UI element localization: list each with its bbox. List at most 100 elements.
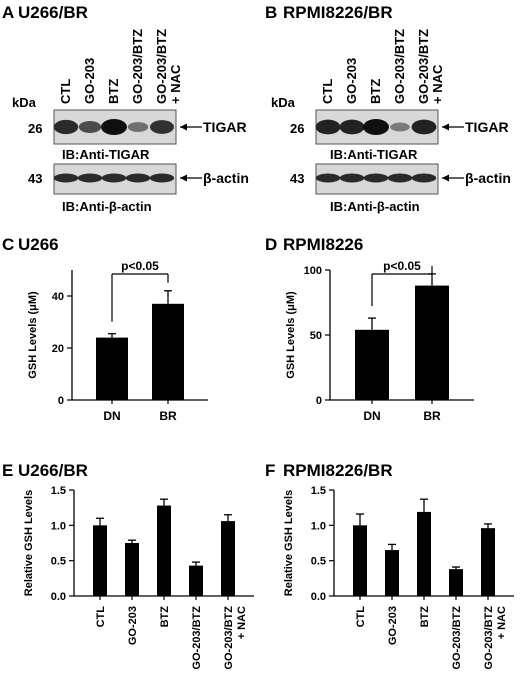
- blot-b-actin-arrowhead: [442, 174, 449, 182]
- blot-a-actin-band-0: [53, 173, 79, 183]
- blot-b-tigar-band-1: [339, 119, 365, 135]
- y-tick-label-d-1: 50: [310, 330, 322, 342]
- blot-b-actin-band-1: [339, 173, 365, 183]
- lane-labels-b: CTL GO-203 BTZ GO-203/BTZ GO-203/BTZ + NAC: [320, 29, 445, 104]
- lane-label-b-2: BTZ: [368, 79, 383, 104]
- blot-a-tigar-band-0: [53, 119, 79, 135]
- chart-d: 0 50 100 GSH Levels (μM) DN BR p<0.05: [285, 259, 474, 423]
- x-tick-label-c-1: BR: [159, 409, 177, 423]
- blot-b-tigar-band-2: [363, 119, 389, 135]
- y-tick-label-c-2: 40: [52, 291, 64, 303]
- bar-f-0: [353, 525, 367, 596]
- bar-d-0: [355, 329, 389, 400]
- lane-label-a-2: BTZ: [106, 79, 121, 104]
- bar-e-0: [93, 525, 107, 596]
- blot-b-actin-ib: IB:Anti-β-actin: [330, 199, 420, 214]
- x-tick-label-e-1: GO-203: [127, 606, 139, 645]
- blot-b-tigar-bands: [315, 119, 437, 135]
- y-tick-label-f-1: 0.5: [311, 556, 326, 568]
- blot-b-actin-marker: 43: [290, 171, 304, 186]
- y-tick-label-c-1: 20: [52, 343, 64, 355]
- kda-label-a: kDa: [12, 95, 37, 110]
- lane-label-b-0: CTL: [320, 79, 335, 104]
- x-tick-label-f-4: GO-203/BTZ: [483, 606, 495, 670]
- blot-b-tigar-band-0: [315, 119, 341, 135]
- lane-label-a-1: GO-203: [82, 58, 97, 104]
- blot-a-actin-band-2: [101, 173, 127, 183]
- lane-label-b-1: GO-203: [344, 58, 359, 104]
- blot-b-tigar-band-3: [390, 122, 410, 132]
- panel-title-d: RPMI8226: [283, 235, 363, 254]
- blot-a-tigar-marker: 26: [28, 121, 42, 136]
- panel-letter-b: B: [265, 3, 277, 22]
- blot-b-actin-band-3: [387, 173, 413, 183]
- x-tick-label-c-0: DN: [103, 409, 120, 423]
- blot-b-actin-label: β-actin: [465, 170, 511, 186]
- y-axis-label-c: GSH Levels (μM): [27, 291, 39, 379]
- blot-a-actin-band-1: [77, 173, 103, 183]
- blot-b-tigar-marker: 26: [290, 121, 304, 136]
- panel-title-a: U266/BR: [18, 3, 88, 22]
- y-tick-label-f-2: 1.0: [311, 520, 326, 532]
- sig-label-d: p<0.05: [383, 259, 421, 273]
- bar-e-2: [157, 505, 171, 596]
- y-tick-label-c-0: 0: [58, 395, 64, 407]
- x-tick-label-e-4: GO-203/BTZ: [223, 606, 235, 670]
- blot-a-actin-bands: [53, 173, 175, 183]
- bar-d-1: [415, 285, 449, 400]
- lane-labels-a: CTL GO-203 BTZ GO-203/BTZ GO-203/BTZ + NAC: [58, 29, 183, 104]
- blot-b-actin-band-2: [363, 173, 389, 183]
- y-axis-label-d: GSH Levels (μM): [285, 291, 297, 379]
- blot-a-actin-ib: IB:Anti-β-actin: [62, 199, 152, 214]
- y-tick-label-e-0: 0.0: [51, 591, 66, 603]
- blot-b-tigar-ib: IB:Anti-TIGAR: [330, 147, 418, 162]
- panel-letter-f: F: [265, 461, 275, 480]
- blot-a-actin-label: β-actin: [203, 170, 249, 186]
- bar-f-2: [417, 511, 431, 596]
- blot-b-actin-band-4: [411, 173, 437, 183]
- blot-a-tigar-label: TIGAR: [203, 119, 247, 135]
- blot-a-tigar-band-4: [150, 120, 174, 134]
- y-tick-label-f-3: 1.5: [311, 485, 326, 497]
- panel-letter-a: A: [2, 3, 14, 22]
- x-tick-label-e-0: CTL: [95, 606, 107, 628]
- panel-letter-e: E: [2, 461, 13, 480]
- x-tick-label-e-3: GO-203/BTZ: [191, 606, 203, 670]
- blot-a-actin-band-4: [149, 173, 175, 183]
- blot-b-actin-bands: [315, 173, 437, 183]
- y-axis-label-f: Relative GSH Levels: [283, 490, 295, 596]
- blot-b-actin-band-0: [315, 173, 341, 183]
- bar-f-4: [481, 528, 495, 596]
- x-tick-label-f-2: BTZ: [419, 606, 431, 628]
- blot-a-tigar-band-1: [78, 120, 102, 134]
- y-tick-label-f-0: 0.0: [311, 591, 326, 603]
- panel-title-f: RPMI8226/BR: [283, 461, 393, 480]
- sig-label-c: p<0.05: [121, 259, 159, 273]
- lane-label-b-3: GO-203/BTZ: [392, 29, 407, 104]
- bar-c-1: [152, 303, 184, 400]
- x-tick-label-e-2: BTZ: [159, 606, 171, 628]
- blot-b-tigar-arrowhead: [442, 123, 449, 131]
- chart-f: 0.0 0.5 1.0 1.5 Relative GSH Levels CTL GO-203…: [283, 485, 514, 670]
- x-tick-label-e-4-line2: + NAC: [236, 606, 248, 639]
- panel-title-e: U266/BR: [18, 461, 88, 480]
- x-tick-label-d-0: DN: [363, 409, 380, 423]
- blot-a-tigar-arrowhead: [180, 123, 187, 131]
- y-tick-label-e-3: 1.5: [51, 485, 66, 497]
- panel-title-b: RPMI8226/BR: [283, 3, 393, 22]
- panel-letter-d: D: [265, 235, 277, 254]
- lane-label-a-0: CTL: [58, 79, 73, 104]
- y-tick-label-e-1: 0.5: [51, 556, 66, 568]
- bar-c-0: [96, 337, 128, 400]
- chart-c: 0 20 40 GSH Levels (μM) DN BR p<0.05: [27, 259, 208, 423]
- bar-f-1: [385, 550, 399, 596]
- lane-label-a-3: GO-203/BTZ: [130, 29, 145, 104]
- x-tick-label-f-1: GO-203: [387, 606, 399, 645]
- panel-title-c: U266: [18, 235, 59, 254]
- blot-a-actin-arrowhead: [180, 174, 187, 182]
- chart-e: 0.0 0.5 1.0 1.5 Relative GSH Levels CTL GO-203…: [23, 485, 254, 670]
- blot-a-tigar-ib: IB:Anti-TIGAR: [62, 147, 150, 162]
- kda-label-b: kDa: [271, 95, 296, 110]
- bar-e-4: [221, 521, 235, 596]
